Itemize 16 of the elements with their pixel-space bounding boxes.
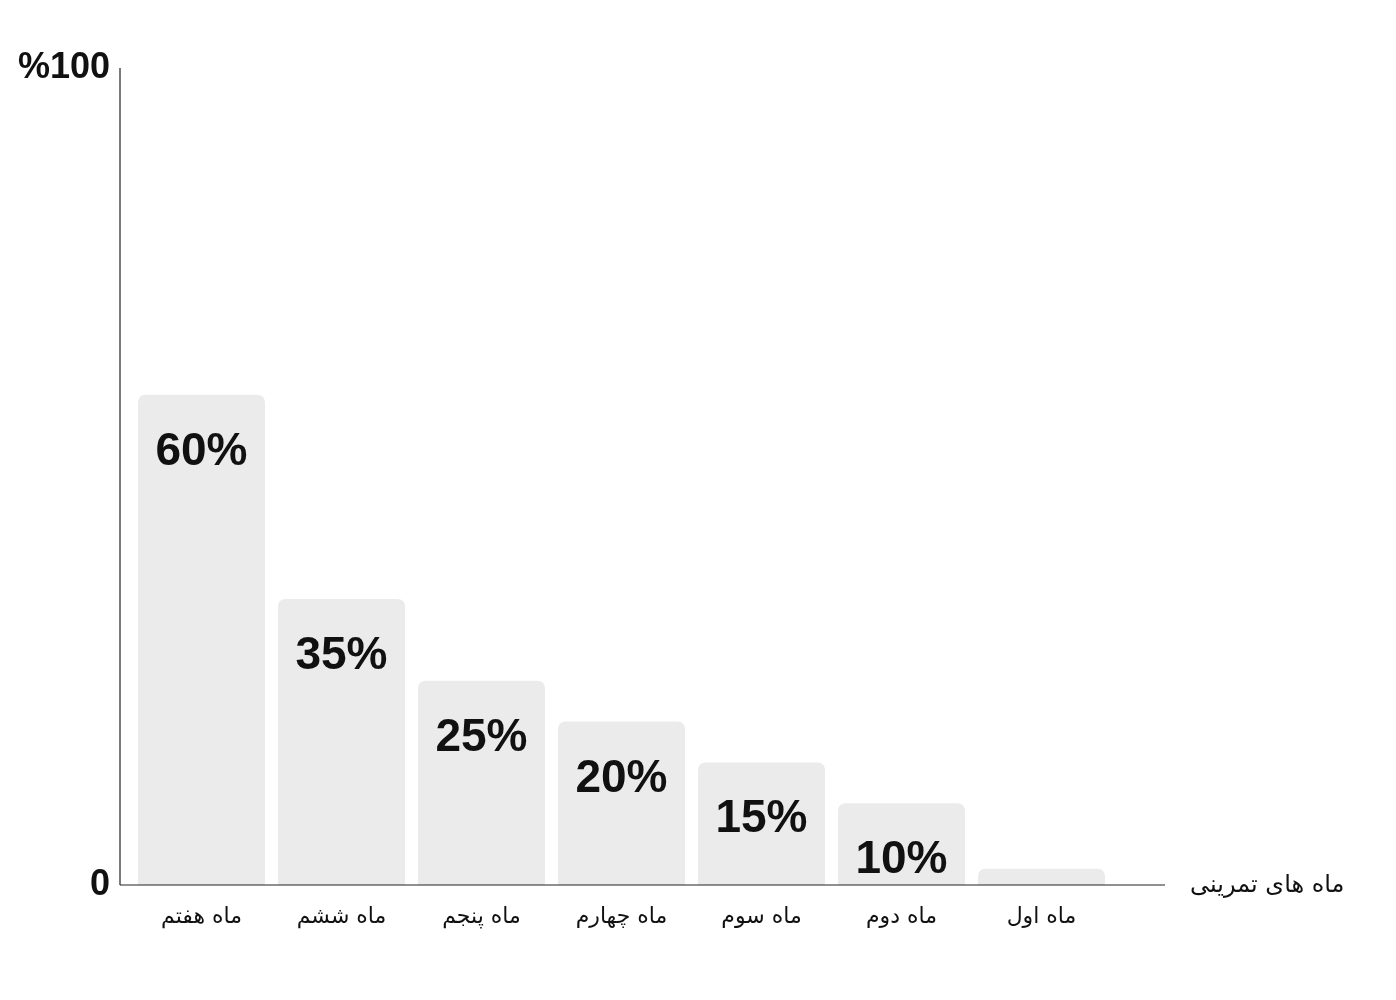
- data-label: 60%: [155, 422, 248, 475]
- x-tick-label: ماه اول: [1006, 903, 1077, 928]
- data-label: 10%: [855, 831, 948, 884]
- y-tick-label: 0: [89, 861, 110, 903]
- x-tick-label: ماه هفتم: [160, 903, 243, 929]
- data-label: 35%: [295, 627, 388, 680]
- y-tick-label: %100: [17, 44, 110, 86]
- x-axis-title: ماه های تمرینی: [1190, 870, 1345, 898]
- x-tick-label: ماه دوم: [865, 903, 938, 928]
- data-label: 25%: [435, 708, 528, 761]
- x-tick-label: ماه ششم: [296, 903, 387, 929]
- x-tick-label: ماه پنجم: [442, 903, 521, 929]
- data-label: 20%: [575, 749, 668, 802]
- data-label: 15%: [715, 790, 808, 843]
- x-tick-label: ماه سوم: [721, 903, 802, 928]
- x-tick-label: ماه چهارم: [575, 903, 668, 928]
